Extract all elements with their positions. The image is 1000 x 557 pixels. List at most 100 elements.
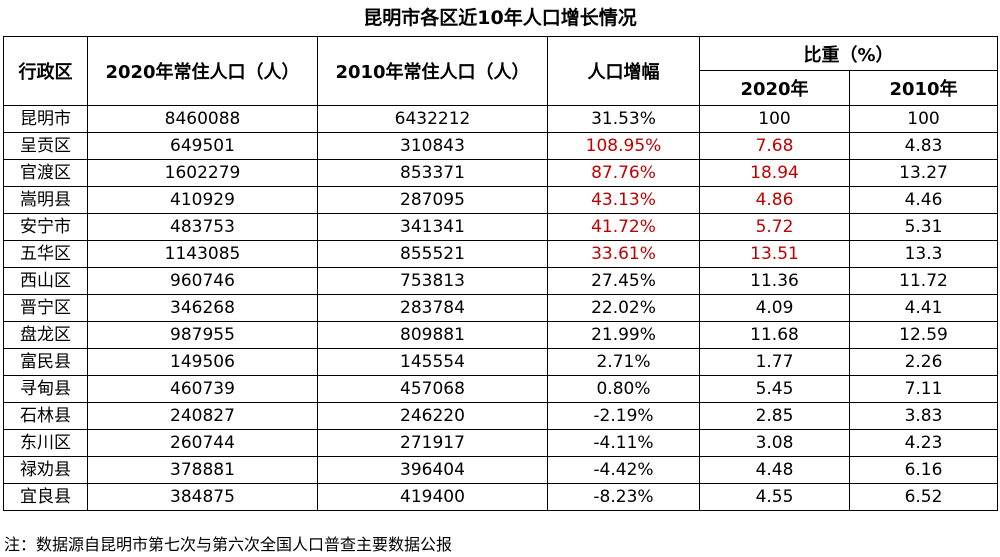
cell-share-2020: 100 [699,105,850,133]
cell-growth: 33.61% [547,240,700,268]
cell-share-2010: 100 [848,105,999,133]
table-row: 富民县 149506 145554 2.71% 1.77 2.26 [3,348,999,376]
cell-share-2020: 7.68 [699,132,850,160]
cell-share-2010: 4.46 [848,186,999,214]
header-share-2020: 2020年 [699,70,850,106]
cell-share-2010: 12.59 [848,321,999,349]
source-note: 注：数据源自昆明市第七次与第六次全国人口普查主要数据公报 [4,535,453,554]
cell-pop-2010: 853371 [317,159,548,187]
header-district: 行政区 [3,36,88,106]
header-pop-2020: 2020年常住人口（人） [87,36,318,106]
cell-growth: -2.19% [547,402,700,430]
cell-share-2010: 6.16 [848,456,999,484]
table-row: 禄劝县 378881 396404 -4.42% 4.48 6.16 [3,456,999,484]
cell-share-2020: 4.09 [699,294,850,322]
cell-district: 富民县 [3,348,88,376]
cell-pop-2020: 987955 [87,321,318,349]
cell-share-2020: 11.36 [699,267,850,295]
cell-share-2010: 13.3 [848,240,999,268]
cell-pop-2020: 8460088 [87,105,318,133]
cell-pop-2010: 419400 [317,483,548,511]
cell-district: 官渡区 [3,159,88,187]
table-row: 呈贡区 649501 310843 108.95% 7.68 4.83 [3,132,999,160]
cell-pop-2020: 260744 [87,429,318,457]
cell-district: 安宁市 [3,213,88,241]
cell-share-2020: 11.68 [699,321,850,349]
cell-growth: 108.95% [547,132,700,160]
table-row: 五华区 1143085 855521 33.61% 13.51 13.3 [3,240,999,268]
table-row: 晋宁区 346268 283784 22.02% 4.09 4.41 [3,294,999,322]
table-title: 昆明市各区近10年人口增长情况 [363,7,637,29]
table-row: 盘龙区 987955 809881 21.99% 11.68 12.59 [3,321,999,349]
cell-pop-2020: 378881 [87,456,318,484]
cell-pop-2010: 287095 [317,186,548,214]
cell-district: 五华区 [3,240,88,268]
cell-growth: 27.45% [547,267,700,295]
table-row: 昆明市 8460088 6432212 31.53% 100 100 [3,105,999,133]
population-table: 行政区 2020年常住人口（人） 2010年常住人口（人） 人口增幅 比重（%）… [3,36,999,511]
cell-pop-2010: 271917 [317,429,548,457]
cell-share-2020: 4.48 [699,456,850,484]
cell-share-2010: 3.83 [848,402,999,430]
cell-district: 寻甸县 [3,375,88,403]
cell-share-2010: 5.31 [848,213,999,241]
cell-pop-2020: 1602279 [87,159,318,187]
cell-growth: 87.76% [547,159,700,187]
cell-share-2010: 4.83 [848,132,999,160]
table-row: 嵩明县 410929 287095 43.13% 4.86 4.46 [3,186,999,214]
cell-district: 昆明市 [3,105,88,133]
cell-pop-2010: 753813 [317,267,548,295]
cell-share-2010: 4.41 [848,294,999,322]
cell-pop-2010: 855521 [317,240,548,268]
cell-growth: 41.72% [547,213,700,241]
table-row: 寻甸县 460739 457068 0.80% 5.45 7.11 [3,375,999,403]
cell-share-2010: 4.23 [848,429,999,457]
cell-pop-2010: 457068 [317,375,548,403]
cell-pop-2010: 6432212 [317,105,548,133]
cell-pop-2010: 283784 [317,294,548,322]
cell-share-2010: 6.52 [848,483,999,511]
table-row: 官渡区 1602279 853371 87.76% 18.94 13.27 [3,159,999,187]
cell-district: 嵩明县 [3,186,88,214]
cell-growth: -4.11% [547,429,700,457]
cell-share-2020: 5.72 [699,213,850,241]
cell-district: 呈贡区 [3,132,88,160]
cell-growth: 43.13% [547,186,700,214]
cell-pop-2020: 410929 [87,186,318,214]
cell-share-2020: 18.94 [699,159,850,187]
table-row: 安宁市 483753 341341 41.72% 5.72 5.31 [3,213,999,241]
cell-pop-2020: 960746 [87,267,318,295]
cell-growth: -8.23% [547,483,700,511]
cell-share-2010: 2.26 [848,348,999,376]
cell-district: 东川区 [3,429,88,457]
cell-district: 西山区 [3,267,88,295]
cell-share-2020: 2.85 [699,402,850,430]
header-pop-2010: 2010年常住人口（人） [317,36,548,106]
cell-pop-2010: 341341 [317,213,548,241]
cell-district: 盘龙区 [3,321,88,349]
cell-growth: 0.80% [547,375,700,403]
cell-share-2010: 7.11 [848,375,999,403]
cell-pop-2020: 240827 [87,402,318,430]
cell-pop-2020: 460739 [87,375,318,403]
cell-share-2020: 5.45 [699,375,850,403]
cell-growth: 21.99% [547,321,700,349]
cell-pop-2010: 246220 [317,402,548,430]
table-row: 东川区 260744 271917 -4.11% 3.08 4.23 [3,429,999,457]
cell-growth: -4.42% [547,456,700,484]
cell-share-2010: 11.72 [848,267,999,295]
cell-share-2020: 4.86 [699,186,850,214]
cell-share-2020: 13.51 [699,240,850,268]
cell-district: 禄劝县 [3,456,88,484]
cell-pop-2020: 649501 [87,132,318,160]
table-row: 宜良县 384875 419400 -8.23% 4.55 6.52 [3,483,999,511]
cell-growth: 31.53% [547,105,700,133]
cell-pop-2010: 396404 [317,456,548,484]
cell-share-2020: 4.55 [699,483,850,511]
header-share: 比重（%） [698,36,999,71]
cell-growth: 22.02% [547,294,700,322]
cell-district: 晋宁区 [3,294,88,322]
header-share-2010: 2010年 [848,70,999,106]
table-row: 石林县 240827 246220 -2.19% 2.85 3.83 [3,402,999,430]
cell-pop-2010: 145554 [317,348,548,376]
